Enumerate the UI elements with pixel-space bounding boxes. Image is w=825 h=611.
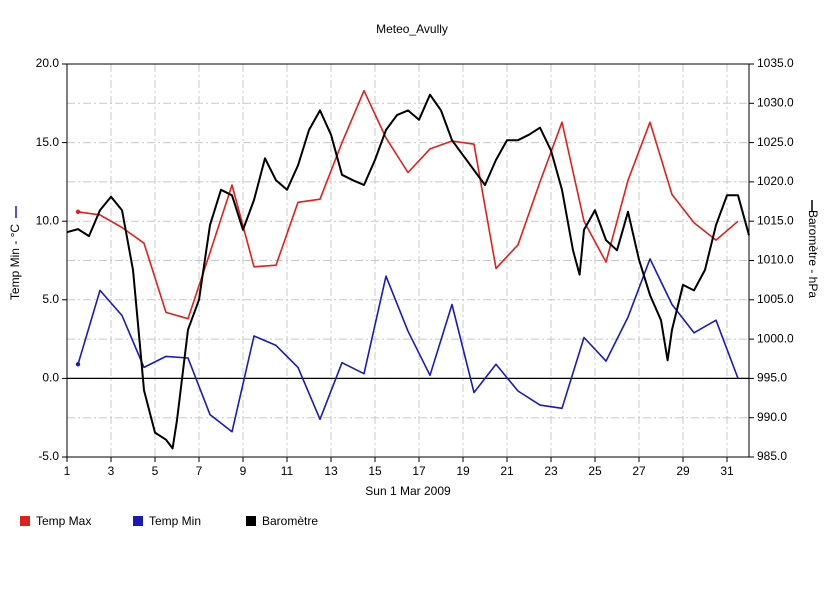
legend-swatch xyxy=(246,516,256,526)
x-tick-label: 29 xyxy=(676,464,690,478)
x-tick-label: 25 xyxy=(588,464,602,478)
y2-tick-label: 1000.0 xyxy=(757,331,794,345)
x-tick-label: 19 xyxy=(456,464,470,478)
x-tick-label: 17 xyxy=(412,464,426,478)
x-tick-label: 15 xyxy=(368,464,382,478)
x-tick-label: 3 xyxy=(108,464,115,478)
x-tick-label: 27 xyxy=(632,464,646,478)
series-line xyxy=(66,93,750,450)
y2-tick-label: 1035.0 xyxy=(757,56,794,70)
x-tick-label: 31 xyxy=(720,464,734,478)
y-tick-label: 10.0 xyxy=(36,213,60,227)
legend-swatch xyxy=(133,516,143,526)
x-tick-label: 23 xyxy=(544,464,558,478)
y2-tick-label: 990.0 xyxy=(757,410,787,424)
y2-tick-label: 995.0 xyxy=(757,371,787,385)
y2-tick-label: 1005.0 xyxy=(757,292,794,306)
plot-frame xyxy=(66,63,750,458)
x-tick-label: 5 xyxy=(152,464,159,478)
x-tick-label: 9 xyxy=(240,464,247,478)
y-tick-label: 0.0 xyxy=(42,371,59,385)
x-tick-label: 1 xyxy=(64,464,71,478)
y2-tick-label: 1020.0 xyxy=(757,174,794,188)
series-start-marker xyxy=(75,209,81,214)
series-start-marker xyxy=(75,362,81,367)
y2-tick-label: 1030.0 xyxy=(757,95,794,109)
legend-label: Baromètre xyxy=(262,514,318,528)
y-tick-label: -5.0 xyxy=(38,449,59,463)
series-line xyxy=(77,258,739,433)
x-axis-label: Sun 1 Mar 2009 xyxy=(365,484,451,498)
chart-title: Meteo_Avully xyxy=(376,22,448,36)
legend-swatch xyxy=(20,516,30,526)
y2-tick-label: 1015.0 xyxy=(757,213,794,227)
x-tick-label: 13 xyxy=(324,464,338,478)
y-tick-label: 5.0 xyxy=(42,292,59,306)
y-axis-label: Temp Min - °C xyxy=(8,224,22,300)
x-tick-label: 11 xyxy=(281,464,294,478)
legend-label: Temp Min xyxy=(149,514,201,528)
x-tick-label: 7 xyxy=(196,464,203,478)
series-line xyxy=(77,89,739,320)
y2-tick-label: 1025.0 xyxy=(757,135,794,149)
y-tick-label: 15.0 xyxy=(36,135,60,149)
y2-tick-label: 985.0 xyxy=(757,449,787,463)
legend-label: Temp Max xyxy=(36,514,91,528)
x-tick-label: 21 xyxy=(500,464,514,478)
y2-tick-label: 1010.0 xyxy=(757,253,794,267)
y2-axis-label: Baromètre - hPa xyxy=(806,210,820,298)
y-tick-label: 20.0 xyxy=(36,56,60,70)
